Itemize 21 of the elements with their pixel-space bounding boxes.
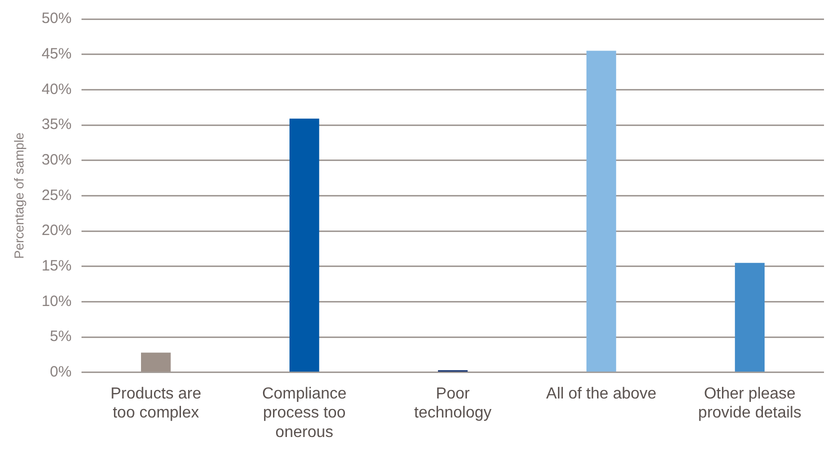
y-axis-title: Percentage of sample	[11, 132, 26, 259]
y-tick-label: 45%	[42, 45, 72, 62]
y-tick-label: 35%	[42, 116, 72, 134]
y-tick-label: 30%	[42, 152, 72, 168]
x-tick-label: Poor technology	[414, 385, 492, 422]
bar	[141, 352, 171, 372]
x-tick-label: Other please provide details	[698, 385, 802, 422]
x-tick-label: Products are too complex	[110, 385, 202, 422]
y-tick-label: 10%	[42, 292, 72, 310]
y-tick-label: 40%	[42, 80, 72, 98]
y-tick-label: 5%	[50, 328, 72, 346]
y-tick-label: 20%	[42, 222, 72, 240]
y-tick-label: 25%	[42, 186, 72, 204]
bar	[289, 118, 320, 372]
bar	[734, 262, 765, 372]
x-tick-label: Compliance process too onerous	[262, 385, 347, 441]
bar	[586, 50, 616, 372]
y-tick-label: 50%	[42, 10, 72, 28]
y-tick-label: 15%	[42, 258, 72, 275]
x-tick-label: All of the above	[546, 385, 657, 402]
y-tick-label: 0%	[50, 364, 72, 381]
